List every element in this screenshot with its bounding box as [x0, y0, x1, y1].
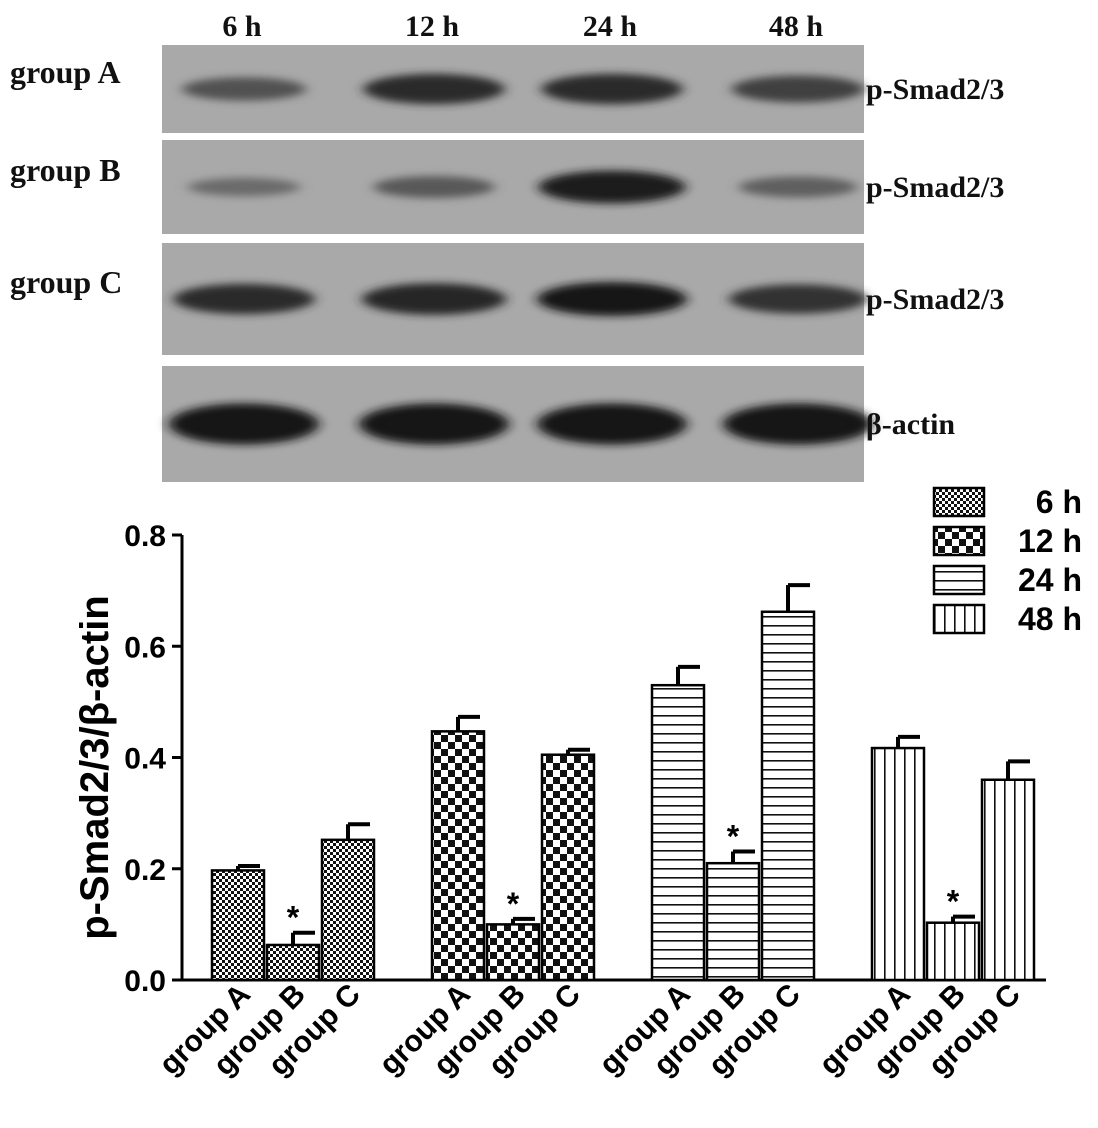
blot-band [361, 283, 507, 315]
legend-label: 48 h [1018, 601, 1082, 637]
blot-time-label: 12 h [405, 10, 460, 43]
y-tick-label: 0.6 [124, 631, 166, 664]
legend-label: 24 h [1018, 562, 1082, 598]
blot-marker-label: p-Smad2/3 [866, 73, 1004, 106]
blot-band [538, 170, 686, 204]
bar [650, 683, 706, 982]
y-tick-label: 0.8 [124, 520, 166, 553]
blot-band [373, 176, 495, 198]
blot-group-label: group C [10, 264, 122, 300]
blot-time-label: 6 h [222, 10, 262, 43]
blot-marker-label: p-Smad2/3 [866, 283, 1004, 316]
blot-band [363, 73, 505, 105]
bar [760, 610, 816, 982]
bar [210, 869, 266, 982]
blot-band [723, 403, 873, 445]
blot-marker-label: β-actin [866, 408, 955, 441]
bar [705, 861, 761, 982]
blot-time-label: 24 h [583, 10, 638, 43]
bar [925, 921, 981, 982]
bar [980, 778, 1036, 982]
legend-swatch [932, 564, 986, 596]
blot-group-label: group B [10, 152, 121, 188]
blot-band [728, 284, 868, 314]
blot-band [182, 77, 306, 101]
bar [320, 838, 376, 982]
blot-group-label: group A [10, 54, 121, 90]
legend-swatch [932, 525, 986, 557]
y-tick-label: 0.0 [124, 965, 166, 998]
y-axis-label: p-Smad2/3/β-actin [73, 595, 117, 940]
blot-band [359, 403, 509, 445]
blot-band [731, 75, 865, 103]
western-blot: 6 h 12 h 24 h 48 h group A p-Smad2/3 group B p-… [10, 10, 1004, 482]
legend-swatch [932, 486, 986, 518]
blot-band [187, 177, 301, 197]
significance-marker: * [287, 900, 300, 936]
bar [265, 943, 321, 982]
significance-marker: * [727, 819, 740, 855]
blot-band [173, 283, 315, 315]
bar [540, 753, 596, 982]
significance-marker: * [947, 884, 960, 920]
legend-label: 12 h [1018, 523, 1082, 559]
bar [870, 746, 926, 982]
blot-band [169, 403, 319, 445]
legend-label: 6 h [1036, 484, 1082, 520]
y-tick-label: 0.4 [124, 743, 166, 776]
blot-time-label: 48 h [769, 10, 824, 43]
significance-marker: * [507, 886, 520, 922]
blot-marker-label: p-Smad2/3 [866, 171, 1004, 204]
blot-band [537, 403, 687, 445]
bar [430, 730, 486, 982]
blot-band [541, 73, 683, 105]
blot-band [738, 176, 858, 198]
blot-band [537, 282, 687, 316]
legend-swatch [932, 603, 986, 635]
bar [485, 923, 541, 982]
y-tick-label: 0.2 [124, 854, 166, 887]
